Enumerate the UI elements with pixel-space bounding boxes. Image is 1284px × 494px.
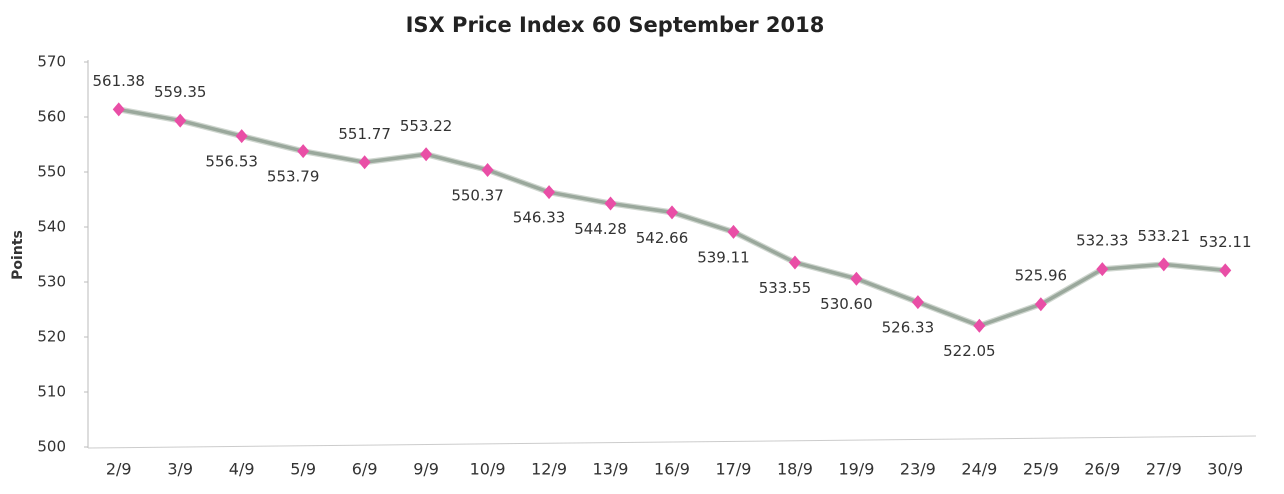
x-tick-label: 2/9 — [106, 460, 132, 479]
marker — [1034, 297, 1047, 312]
marker — [604, 196, 617, 211]
chart-title: ISX Price Index 60 September 2018 — [406, 13, 825, 37]
data-label: 532.11 — [1199, 233, 1252, 251]
x-tick-label: 5/9 — [290, 460, 316, 479]
data-label: 556.53 — [205, 153, 258, 171]
marker — [1219, 263, 1232, 278]
y-tick-label: 550 — [37, 163, 66, 181]
data-label: 553.79 — [267, 168, 320, 186]
data-label: 561.38 — [92, 72, 145, 90]
marker — [358, 155, 371, 170]
data-label: 525.96 — [1015, 267, 1068, 285]
marker — [481, 162, 494, 177]
x-tick-label: 12/9 — [531, 460, 567, 479]
marker — [543, 185, 556, 200]
data-label: 532.33 — [1076, 232, 1129, 250]
marker — [235, 129, 248, 144]
x-tick-label: 6/9 — [352, 460, 378, 479]
x-tick-label: 13/9 — [593, 460, 629, 479]
marker — [1157, 257, 1170, 272]
y-axis-label: Points — [10, 230, 26, 280]
data-label: 551.77 — [338, 125, 391, 143]
data-label: 533.55 — [759, 279, 812, 297]
y-tick-label: 530 — [37, 273, 66, 291]
data-label: 544.28 — [574, 220, 627, 238]
y-tick-label: 520 — [37, 328, 66, 346]
marker — [1096, 262, 1109, 277]
marker — [297, 144, 310, 159]
data-label: 546.33 — [513, 209, 566, 227]
marker — [973, 318, 986, 333]
data-label: 533.21 — [1138, 227, 1191, 245]
x-tick-label: 27/9 — [1146, 460, 1182, 479]
y-tick-label: 540 — [37, 218, 66, 236]
marker — [788, 255, 801, 270]
data-label: 542.66 — [636, 229, 689, 247]
y-tick-label: 500 — [37, 438, 66, 456]
x-tick-label: 17/9 — [716, 460, 752, 479]
x-tick-label: 23/9 — [900, 460, 936, 479]
x-tick-label: 18/9 — [777, 460, 813, 479]
x-tick-label: 24/9 — [961, 460, 997, 479]
x-tick-label: 16/9 — [654, 460, 690, 479]
x-tick-label: 3/9 — [167, 460, 193, 479]
y-tick-label: 560 — [37, 108, 66, 126]
x-tick-label: 4/9 — [229, 460, 255, 479]
marker — [174, 113, 187, 128]
data-label: 553.22 — [400, 117, 453, 135]
marker — [727, 224, 740, 239]
x-tick-label: 26/9 — [1084, 460, 1120, 479]
y-tick-label: 570 — [37, 53, 66, 71]
x-tick-label: 30/9 — [1207, 460, 1243, 479]
marker — [850, 271, 863, 286]
data-label: 526.33 — [882, 319, 935, 337]
x-tick-label: 19/9 — [838, 460, 874, 479]
data-label: 550.37 — [451, 186, 504, 204]
x-tick-label: 9/9 — [413, 460, 439, 479]
marker — [420, 147, 433, 162]
marker — [911, 295, 924, 310]
x-tick-label: 25/9 — [1023, 460, 1059, 479]
y-tick-label: 510 — [37, 383, 66, 401]
x-tick-label: 10/9 — [470, 460, 506, 479]
data-label: 530.60 — [820, 295, 873, 313]
data-label: 559.35 — [154, 83, 207, 101]
data-label: 522.05 — [943, 342, 996, 360]
marker — [112, 102, 125, 117]
x-axis — [87, 435, 1257, 449]
data-label: 539.11 — [697, 248, 750, 266]
marker — [666, 205, 678, 220]
